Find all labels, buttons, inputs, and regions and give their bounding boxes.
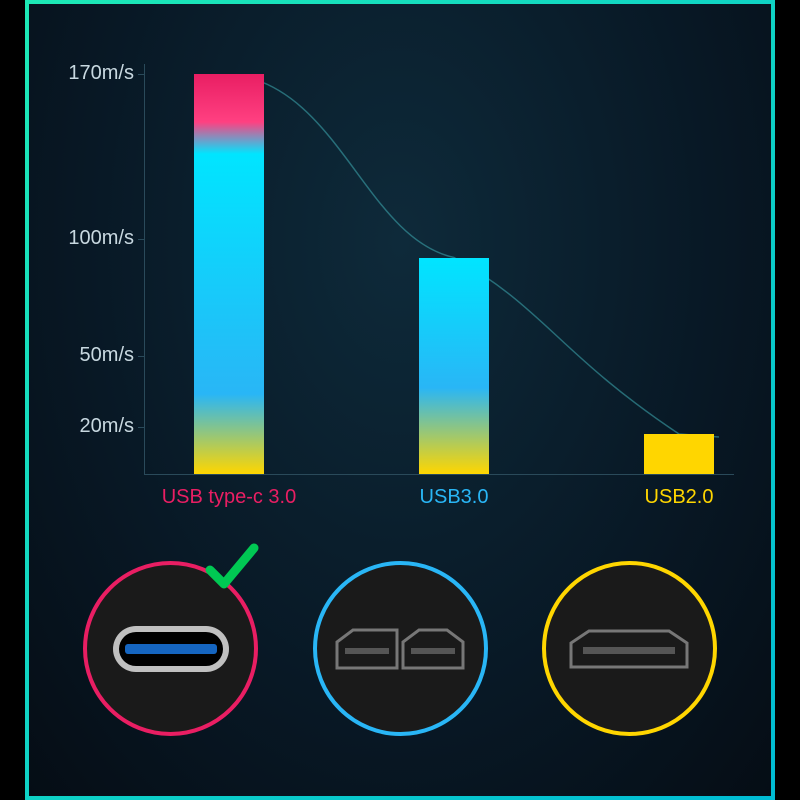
x-label-2: USB2.0 <box>589 486 769 509</box>
connector-icons-row <box>29 561 771 736</box>
infographic-frame: 170m/s 100m/s 50m/s 20m/s USB type-c 3.0 USB3… <box>25 0 775 800</box>
y-tick-label: 50m/s <box>34 344 134 367</box>
y-tick-label: 170m/s <box>34 62 134 85</box>
usb-micro-icon-circle <box>542 561 717 736</box>
bar-1 <box>419 258 489 474</box>
checkmark-icon <box>204 540 259 600</box>
bar-2 <box>644 434 714 474</box>
x-label-1: USB3.0 <box>364 486 544 509</box>
x-label-0: USB type-c 3.0 <box>139 486 319 509</box>
bar-0 <box>194 74 264 474</box>
usb-3-micro-b-icon <box>335 628 465 670</box>
y-tick-label: 20m/s <box>34 415 134 438</box>
x-axis <box>144 474 734 475</box>
y-tick-label: 100m/s <box>34 227 134 250</box>
y-axis <box>144 64 145 474</box>
usb-type-c-icon <box>111 624 231 674</box>
usb-type-c-icon-circle <box>83 561 258 736</box>
usb-3-micro-b-icon-circle <box>313 561 488 736</box>
bar-chart: 170m/s100m/s50m/s20m/sUSB type-c 3.0USB3… <box>144 74 734 474</box>
usb-micro-icon <box>569 629 689 669</box>
